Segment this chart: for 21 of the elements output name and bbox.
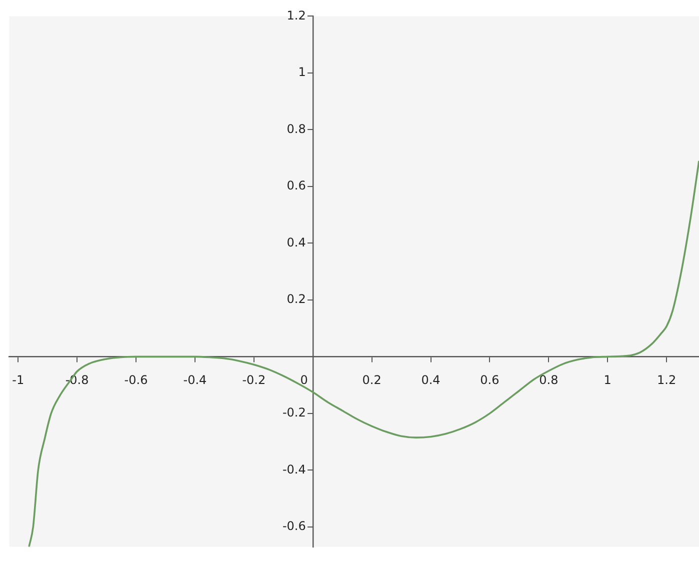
y-tick-label: -0.2 xyxy=(282,406,306,420)
x-tick-label: 1 xyxy=(604,373,612,388)
x-tick-label: 0.4 xyxy=(421,373,440,388)
x-tick-label: 0 xyxy=(300,373,308,388)
x-tick-label: 1.2 xyxy=(657,373,676,388)
y-tick-label: -0.6 xyxy=(282,519,306,534)
y-tick-label: 1.2 xyxy=(286,8,306,22)
x-tick-label: 0.6 xyxy=(480,373,500,388)
y-tick-label: 0.2 xyxy=(286,292,306,306)
line-series xyxy=(28,160,699,547)
x-tick-label: -0.4 xyxy=(183,373,207,388)
x-tick-label: -0.2 xyxy=(242,373,266,388)
y-tick-label: 0.4 xyxy=(286,235,306,250)
x-tick-label: 0.2 xyxy=(362,373,382,388)
y-tick-label: 0.6 xyxy=(286,178,306,193)
y-tick-label: 1 xyxy=(298,65,306,80)
x-tick-label: -0.6 xyxy=(124,373,148,388)
y-tick-label: -0.4 xyxy=(282,462,306,476)
x-tick-label: -1 xyxy=(12,373,24,388)
x-tick-label: 0.8 xyxy=(539,373,558,388)
y-tick-label: 0.8 xyxy=(286,122,306,136)
